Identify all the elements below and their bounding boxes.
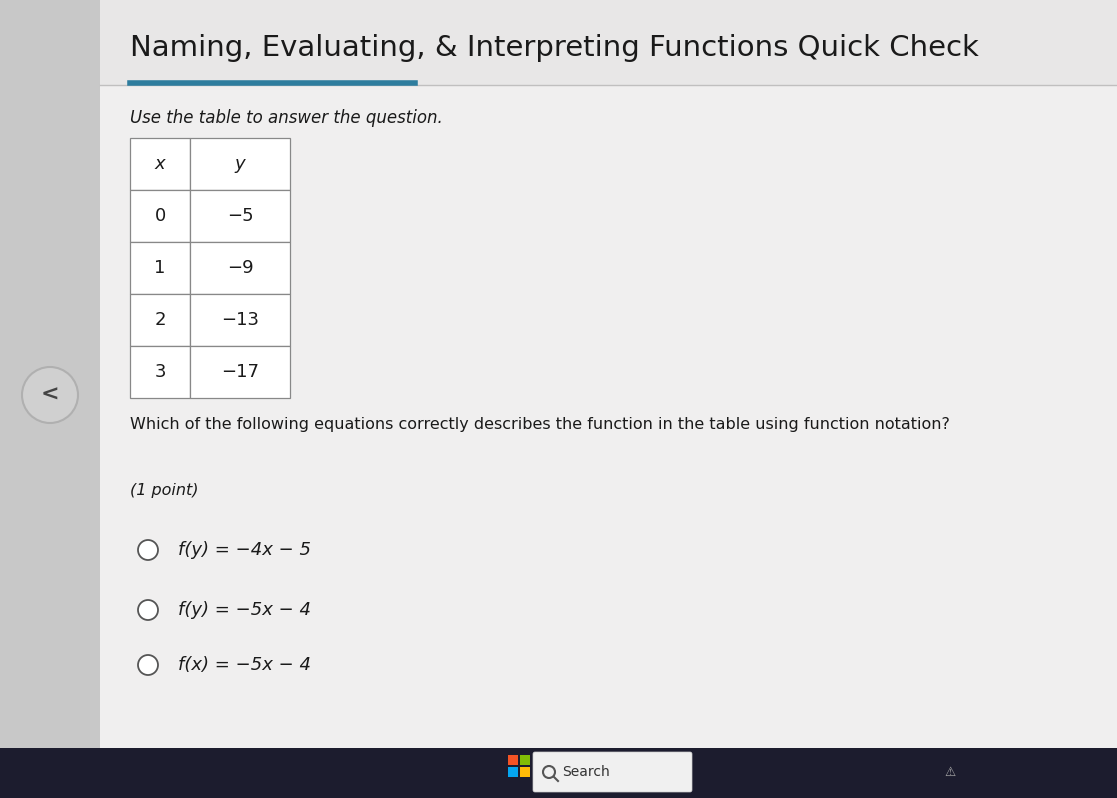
FancyBboxPatch shape: [190, 138, 290, 190]
FancyBboxPatch shape: [190, 294, 290, 346]
FancyBboxPatch shape: [508, 755, 518, 765]
Text: f(y) = −5x − 4: f(y) = −5x − 4: [178, 601, 311, 619]
Text: y: y: [235, 155, 246, 173]
FancyBboxPatch shape: [190, 346, 290, 398]
Text: −5: −5: [227, 207, 254, 225]
Text: Search: Search: [562, 765, 610, 779]
Text: Naming, Evaluating, & Interpreting Functions Quick Check: Naming, Evaluating, & Interpreting Funct…: [130, 34, 978, 62]
FancyBboxPatch shape: [533, 752, 693, 792]
Text: f(x) = −5x − 4: f(x) = −5x − 4: [178, 656, 311, 674]
Text: −17: −17: [221, 363, 259, 381]
FancyBboxPatch shape: [508, 767, 518, 777]
FancyBboxPatch shape: [130, 138, 190, 190]
Text: f(y) = −4x − 5: f(y) = −4x − 5: [178, 541, 311, 559]
FancyBboxPatch shape: [0, 0, 101, 748]
FancyBboxPatch shape: [521, 767, 529, 777]
Text: Use the table to answer the question.: Use the table to answer the question.: [130, 109, 442, 127]
Text: −9: −9: [227, 259, 254, 277]
Text: 2: 2: [154, 311, 165, 329]
FancyBboxPatch shape: [130, 190, 190, 242]
Circle shape: [139, 600, 157, 620]
Circle shape: [22, 367, 78, 423]
FancyBboxPatch shape: [521, 755, 529, 765]
FancyBboxPatch shape: [130, 346, 190, 398]
Text: (1 point): (1 point): [130, 483, 199, 497]
FancyBboxPatch shape: [190, 190, 290, 242]
FancyBboxPatch shape: [0, 748, 1117, 798]
FancyBboxPatch shape: [130, 242, 190, 294]
Text: 3: 3: [154, 363, 165, 381]
Circle shape: [139, 655, 157, 675]
Text: 0: 0: [154, 207, 165, 225]
FancyBboxPatch shape: [101, 0, 1117, 748]
Text: ⚠: ⚠: [944, 765, 956, 779]
Circle shape: [139, 540, 157, 560]
Text: −13: −13: [221, 311, 259, 329]
FancyBboxPatch shape: [101, 0, 1117, 85]
Text: Which of the following equations correctly describes the function in the table u: Which of the following equations correct…: [130, 417, 949, 433]
FancyBboxPatch shape: [190, 242, 290, 294]
FancyBboxPatch shape: [130, 294, 190, 346]
Text: x: x: [154, 155, 165, 173]
Text: 1: 1: [154, 259, 165, 277]
Text: <: <: [40, 385, 59, 405]
